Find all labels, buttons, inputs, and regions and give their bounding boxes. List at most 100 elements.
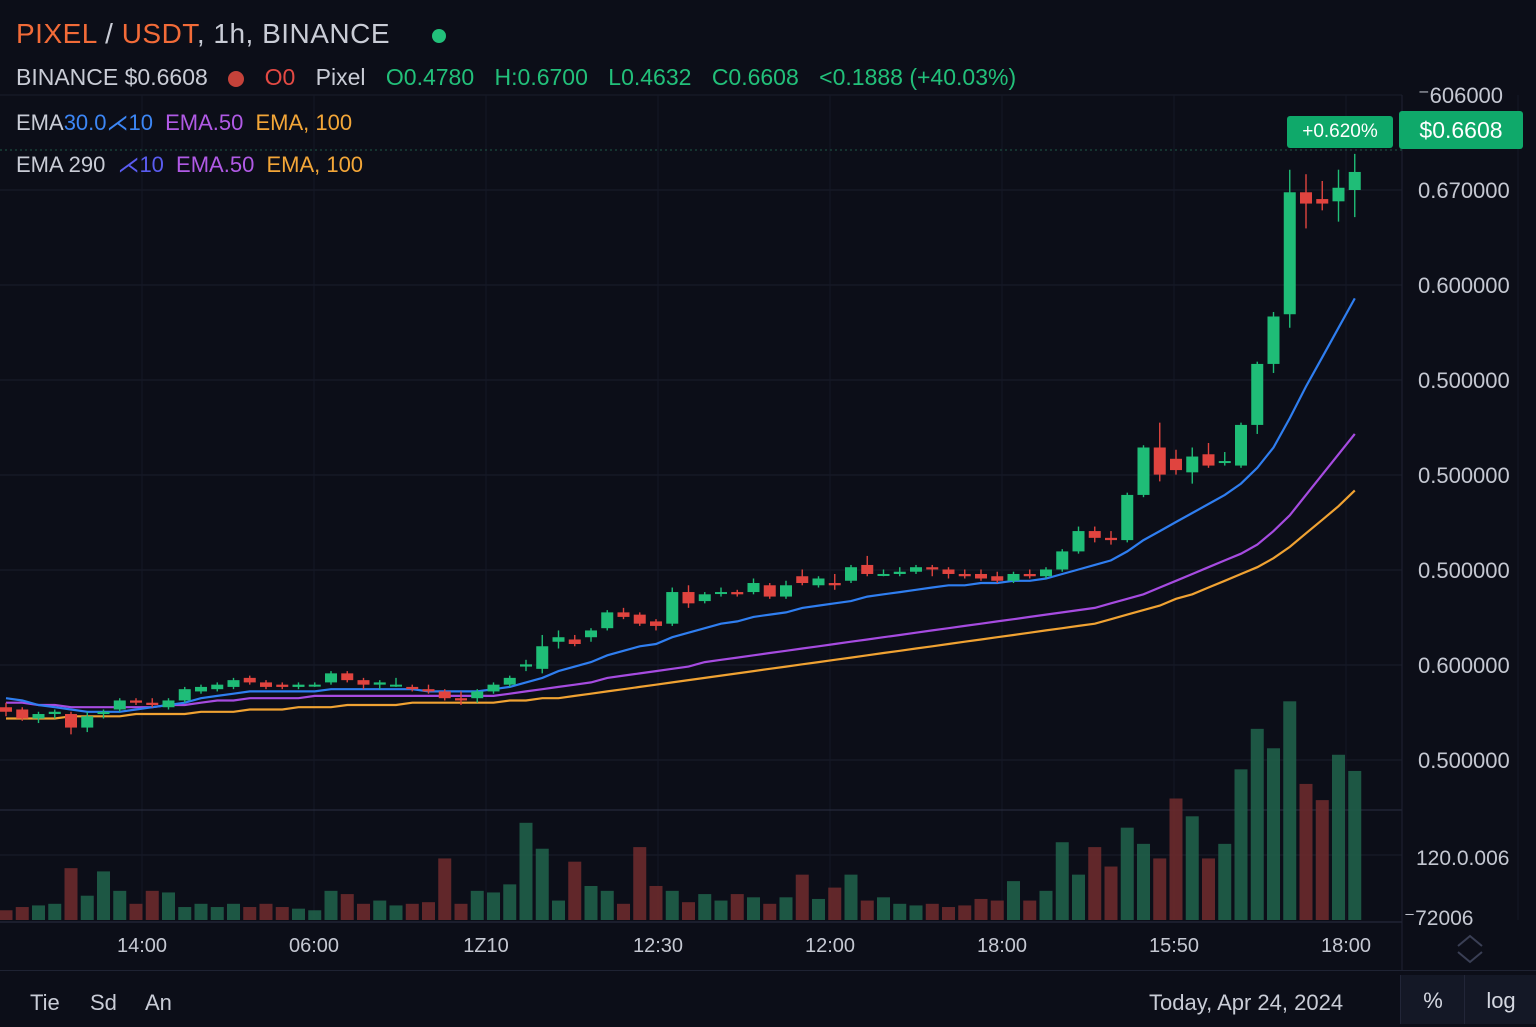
volume-bar bbox=[227, 903, 240, 920]
volume-bar bbox=[389, 905, 403, 920]
volume-bar bbox=[1072, 874, 1085, 920]
range-an-button[interactable]: An bbox=[145, 990, 172, 1015]
candle-body bbox=[666, 592, 679, 624]
range-sd-button[interactable]: Sd bbox=[90, 990, 117, 1015]
ema-legend-primary[interactable]: EMA30.0⋌10 EMA.50 EMA, 100 bbox=[16, 110, 352, 136]
candle-body bbox=[617, 612, 630, 617]
volume-bar bbox=[113, 890, 127, 920]
candle-body bbox=[1300, 192, 1312, 204]
price-axis-label: 0.600000 bbox=[1418, 653, 1510, 678]
volume-bar bbox=[812, 898, 825, 920]
range-tie-button[interactable]: Tie bbox=[30, 990, 60, 1015]
candle-body bbox=[1202, 454, 1215, 466]
ema-legend-secondary[interactable]: EMA 290 ⋌10 EMA.50 EMA, 100 bbox=[16, 152, 363, 178]
volume-bar bbox=[503, 884, 517, 920]
candle-body bbox=[48, 711, 61, 715]
candle-body bbox=[406, 686, 419, 690]
volume-bar bbox=[373, 900, 387, 920]
ema-fast-line bbox=[5, 297, 1356, 713]
current-price: $0.6608 bbox=[124, 64, 208, 90]
volume-bar bbox=[779, 897, 793, 920]
candle-body bbox=[958, 573, 971, 577]
volume-bar bbox=[925, 903, 939, 920]
price-axis-label: 0.500000 bbox=[1418, 368, 1510, 393]
time-axis-label: 18:00 bbox=[977, 935, 1027, 957]
volume-bar bbox=[1218, 843, 1232, 920]
price-axis-label: 0.500000 bbox=[1418, 463, 1510, 488]
high-value: H:0.6700 bbox=[494, 64, 588, 90]
percent-scale-button[interactable]: % bbox=[1400, 975, 1465, 1024]
time-axis-label: 12:00 bbox=[805, 935, 855, 957]
volume-bar bbox=[795, 874, 809, 920]
price-axis-label: ⁻606000 bbox=[1418, 83, 1503, 108]
ema-label-2: EMA bbox=[16, 152, 63, 177]
volume-bar bbox=[470, 890, 484, 920]
volume-bar bbox=[584, 885, 598, 920]
candle-body bbox=[325, 673, 337, 683]
time-axis-label: 18:00 bbox=[1321, 935, 1371, 957]
candle-body bbox=[1153, 447, 1166, 475]
volume-bar bbox=[1267, 748, 1280, 920]
price-axis-label: 0.600000 bbox=[1418, 273, 1510, 298]
candle-body bbox=[698, 594, 711, 602]
last-price-pill: $0.6608 bbox=[1399, 111, 1523, 149]
volume-bar bbox=[860, 900, 874, 920]
volume-bar bbox=[1055, 842, 1069, 920]
candle-body bbox=[97, 711, 110, 715]
time-axis-label: 15:50 bbox=[1149, 935, 1199, 957]
volume-bar bbox=[698, 894, 712, 920]
volume-bar bbox=[0, 910, 13, 920]
candle-body bbox=[780, 585, 792, 597]
candle-body bbox=[893, 571, 906, 574]
volume-bar bbox=[1185, 816, 1199, 920]
candle-body bbox=[1056, 551, 1069, 570]
volume-bar bbox=[32, 905, 45, 920]
candle-body bbox=[1007, 573, 1020, 581]
volume-bar bbox=[324, 890, 338, 920]
pixel-label: Pixel bbox=[315, 64, 366, 90]
volume-bar bbox=[64, 868, 78, 920]
log-scale-button[interactable]: log bbox=[1464, 975, 1536, 1024]
candle-body bbox=[487, 684, 500, 692]
candle-body bbox=[308, 684, 321, 687]
change-value: <0.1888 (+40.03%) bbox=[819, 64, 1017, 90]
candle-body bbox=[113, 700, 126, 710]
volume-bar bbox=[1283, 701, 1297, 920]
candle-body bbox=[438, 691, 451, 699]
candle-body bbox=[926, 567, 939, 570]
volume-bar bbox=[1137, 843, 1150, 920]
candle-body bbox=[828, 583, 841, 586]
volume-bar bbox=[210, 907, 224, 920]
volume-bar bbox=[438, 858, 452, 920]
open-value: O0.4780 bbox=[385, 64, 475, 90]
volume-bar bbox=[942, 907, 955, 920]
volume-bar bbox=[1299, 783, 1313, 920]
candle-body bbox=[146, 702, 159, 705]
volume-bar bbox=[340, 894, 354, 920]
candle-body bbox=[471, 691, 484, 699]
volume-bar bbox=[292, 908, 305, 920]
candle-body bbox=[1267, 316, 1280, 364]
volume-bar bbox=[682, 902, 695, 920]
volume-axis-label: 120.0.006 bbox=[1416, 847, 1509, 870]
candle-body bbox=[1105, 537, 1117, 541]
symbol-title[interactable]: PIXEL / USDT, 1h, BINANCE bbox=[16, 18, 447, 50]
candle-body bbox=[763, 585, 776, 597]
candle-body bbox=[1235, 424, 1247, 466]
candle-body bbox=[16, 709, 29, 719]
candle-body bbox=[585, 630, 597, 638]
volume-bar bbox=[714, 900, 728, 920]
time-axis-label: 06:00 bbox=[289, 935, 339, 957]
candle-body bbox=[910, 567, 922, 572]
candle-body bbox=[1072, 531, 1085, 552]
ema-label: EMA bbox=[16, 110, 64, 135]
volume-bar bbox=[1332, 754, 1345, 920]
candle-body bbox=[536, 646, 549, 669]
volume-bar bbox=[1315, 800, 1329, 920]
close-value: C0.6608 bbox=[711, 64, 799, 90]
candle-body bbox=[1040, 569, 1052, 577]
interval-exchange: , 1h, BINANCE bbox=[196, 18, 391, 49]
candle-body bbox=[1251, 363, 1264, 425]
volume-bar bbox=[243, 907, 257, 920]
